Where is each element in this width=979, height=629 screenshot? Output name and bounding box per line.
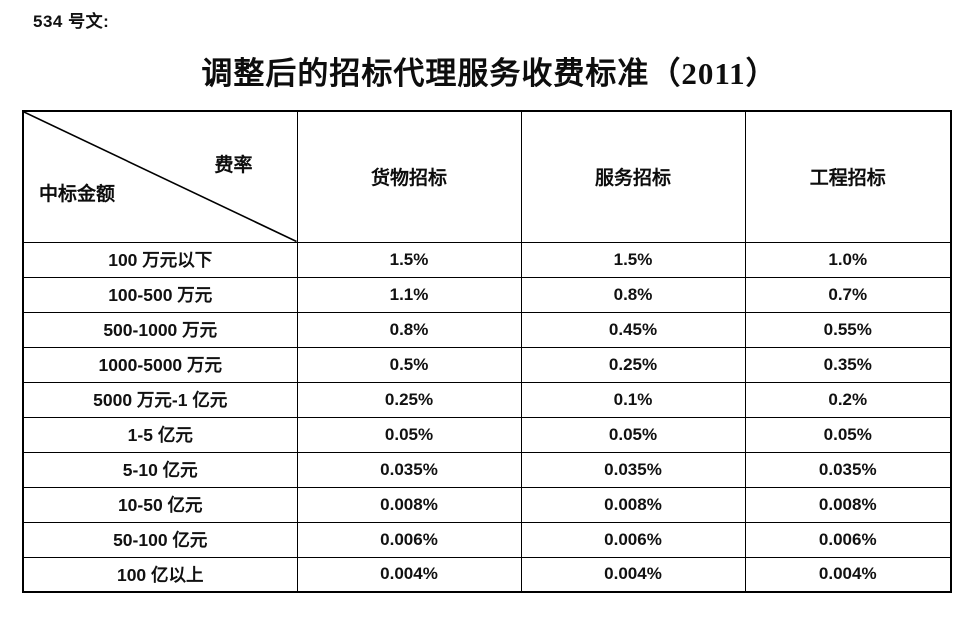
- row-label-bid-amount-range: 5-10 亿元: [22, 451, 298, 488]
- row-label-bid-amount-range: 500-1000 万元: [22, 311, 298, 348]
- fee-rate-value: 0.35%: [744, 346, 952, 383]
- fee-rate-value: 0.8%: [296, 311, 522, 348]
- fee-rate-value: 0.45%: [520, 311, 746, 348]
- row-label-bid-amount-range: 50-100 亿元: [22, 521, 298, 558]
- row-label-bid-amount-range: 5000 万元-1 亿元: [22, 381, 298, 418]
- fee-rate-value: 0.05%: [296, 416, 522, 453]
- fee-rate-value: 0.55%: [744, 311, 952, 348]
- fee-rate-value: 0.004%: [744, 556, 952, 593]
- column-header-goods-bidding: 货物招标: [296, 110, 522, 243]
- fee-rate-value: 0.05%: [520, 416, 746, 453]
- table-row: 10-50 亿元 0.008% 0.008% 0.008%: [22, 486, 952, 523]
- fee-rate-value: 1.0%: [744, 241, 952, 278]
- table-row: 5000 万元-1 亿元 0.25% 0.1% 0.2%: [22, 381, 952, 418]
- fee-rate-value: 0.006%: [520, 521, 746, 558]
- corner-cell: 费率 中标金额: [22, 110, 298, 243]
- table-row: 50-100 亿元 0.006% 0.006% 0.006%: [22, 521, 952, 558]
- row-label-bid-amount-range: 100 万元以下: [22, 241, 298, 278]
- table-row: 1000-5000 万元 0.5% 0.25% 0.35%: [22, 346, 952, 383]
- table-row: 1-5 亿元 0.05% 0.05% 0.05%: [22, 416, 952, 453]
- fee-rate-value: 0.25%: [296, 381, 522, 418]
- fee-rate-table: 费率 中标金额 货物招标 服务招标 工程招标 100 万元以下 1.5% 1.5% 1…: [22, 110, 952, 593]
- table-body: 100 万元以下 1.5% 1.5% 1.0% 100-500 万元 1.1% 0.8% 0.…: [22, 241, 952, 593]
- fee-rate-value: 0.008%: [520, 486, 746, 523]
- fee-rate-value: 0.5%: [296, 346, 522, 383]
- fee-rate-value: 1.5%: [296, 241, 522, 278]
- fee-rate-value: 0.2%: [744, 381, 952, 418]
- fee-rate-value: 0.035%: [520, 451, 746, 488]
- column-header-engineering-bidding: 工程招标: [744, 110, 952, 243]
- row-label-bid-amount-range: 100 亿以上: [22, 556, 298, 593]
- diagonal-line-icon: [24, 112, 297, 242]
- doc-number: 534 号文:: [33, 12, 110, 31]
- fee-rate-value: 0.035%: [744, 451, 952, 488]
- fee-rate-value: 0.25%: [520, 346, 746, 383]
- fee-rate-value: 1.1%: [296, 276, 522, 313]
- fee-rate-value: 0.006%: [296, 521, 522, 558]
- fee-rate-value: 0.05%: [744, 416, 952, 453]
- fee-rate-value: 1.5%: [520, 241, 746, 278]
- table-row: 5-10 亿元 0.035% 0.035% 0.035%: [22, 451, 952, 488]
- row-label-bid-amount-range: 1000-5000 万元: [22, 346, 298, 383]
- row-label-bid-amount-range: 1-5 亿元: [22, 416, 298, 453]
- fee-rate-value: 0.7%: [744, 276, 952, 313]
- fee-rate-value: 0.8%: [520, 276, 746, 313]
- fee-rate-value: 0.008%: [744, 486, 952, 523]
- row-label-bid-amount-range: 10-50 亿元: [22, 486, 298, 523]
- table-row: 100 万元以下 1.5% 1.5% 1.0%: [22, 241, 952, 278]
- header-row: 费率 中标金额 货物招标 服务招标 工程招标: [22, 110, 952, 243]
- fee-rate-value: 0.004%: [520, 556, 746, 593]
- fee-rate-value: 0.006%: [744, 521, 952, 558]
- corner-label-bid-amount: 中标金额: [39, 183, 116, 205]
- fee-rate-value: 0.008%: [296, 486, 522, 523]
- fee-rate-value: 0.1%: [520, 381, 746, 418]
- table-row: 500-1000 万元 0.8% 0.45% 0.55%: [22, 311, 952, 348]
- row-label-bid-amount-range: 100-500 万元: [22, 276, 298, 313]
- table-row: 100 亿以上 0.004% 0.004% 0.004%: [22, 556, 952, 593]
- table-row: 100-500 万元 1.1% 0.8% 0.7%: [22, 276, 952, 313]
- fee-rate-value: 0.004%: [296, 556, 522, 593]
- fee-rate-value: 0.035%: [296, 451, 522, 488]
- corner-label-fee-rate: 费率: [214, 155, 253, 176]
- column-header-service-bidding: 服务招标: [520, 110, 746, 243]
- page-title: 调整后的招标代理服务收费标准（2011）: [201, 56, 778, 91]
